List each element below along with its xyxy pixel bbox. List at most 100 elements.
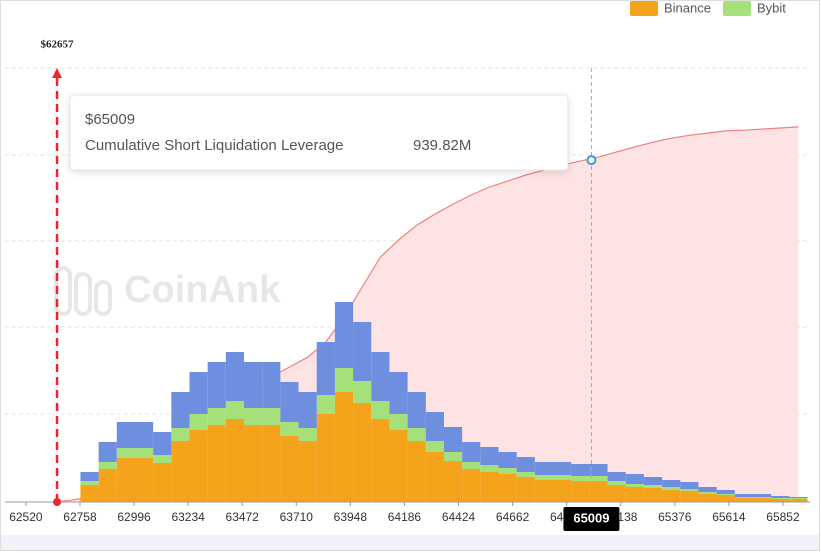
bar-segment: [607, 481, 626, 485]
bar-segment: [98, 442, 117, 462]
bar-segment: [553, 480, 572, 502]
bar-segment: [153, 432, 172, 455]
bar-segment: [80, 472, 99, 481]
legend-swatch: [630, 1, 658, 16]
crosshair-label: 65009: [573, 510, 609, 525]
bar-segment: [571, 464, 590, 476]
bar-segment: [389, 430, 408, 502]
bar-segment: [462, 469, 481, 502]
bar-segment: [189, 414, 208, 430]
bar-segment: [662, 487, 681, 490]
x-tick-label: 64662: [496, 510, 530, 524]
x-tick-label: 64186: [388, 510, 422, 524]
tooltip-value: 939.82M: [413, 137, 471, 154]
current-price-label: $62657: [41, 39, 75, 51]
x-tick-label: 63710: [280, 510, 314, 524]
bar-segment: [625, 484, 644, 487]
bar-segment: [553, 475, 572, 480]
overlay: 62520 62758 62996 63234 63472 63710 63948 64186…: [9, 0, 800, 531]
legend-label: Bybit: [757, 0, 786, 15]
bar-segment: [80, 485, 99, 502]
tooltip-title: $65009: [85, 111, 135, 128]
bar-segment: [153, 463, 172, 502]
bar-segment: [134, 458, 154, 502]
bar-segment: [98, 469, 117, 502]
bar-segment: [262, 362, 281, 408]
watermark: CoinAnk: [54, 266, 281, 316]
bar-segment: [698, 494, 717, 502]
bar-segment: [207, 408, 226, 425]
bar-segment: [425, 452, 444, 502]
x-tick-label: 65376: [658, 510, 692, 524]
tooltip-point: [586, 155, 597, 166]
bar-segment: [334, 368, 354, 392]
bar-segment: [244, 408, 263, 425]
x-tick-label: 62758: [63, 510, 97, 524]
x-tick-label: 65614: [712, 510, 746, 524]
bar-segment: [171, 428, 190, 441]
bar-segment: [716, 494, 735, 495]
bar-segment: [553, 462, 572, 475]
bar-segment: [189, 430, 208, 502]
bar-segment: [316, 395, 335, 414]
bar-segment: [498, 474, 517, 502]
bar-segment: [280, 436, 299, 502]
bar-segment: [280, 382, 299, 422]
bar-segment: [298, 441, 317, 502]
legend-swatch: [722, 1, 751, 16]
bar-segment: [680, 491, 699, 502]
tooltip-box: [69, 94, 569, 171]
bar-segment: [425, 412, 444, 441]
bar-segment: [698, 487, 717, 492]
bar-segment: [516, 477, 535, 502]
bar-segment: [752, 498, 772, 502]
x-tick-label: 63472: [226, 510, 260, 524]
bar-segment: [353, 322, 372, 381]
bar-segment: [262, 408, 281, 425]
x-tick-label: 64424: [442, 510, 476, 524]
x-tick-label: 63948: [334, 510, 368, 524]
plot: [5, 126, 810, 503]
x-tick-label: 65852: [766, 510, 800, 524]
bar-segment: [134, 448, 154, 458]
bar-segment: [789, 499, 808, 502]
bar-segment: [262, 425, 281, 502]
bar-segment: [789, 498, 808, 499]
bar-segment: [643, 477, 663, 485]
bar-segment: [662, 490, 681, 502]
bar-segment: [353, 381, 372, 403]
bar-segment: [298, 428, 317, 441]
bar-segment: [789, 497, 808, 498]
bar-segment: [680, 489, 699, 491]
bar-segment: [316, 342, 335, 395]
crosshair-label-box: [563, 507, 620, 531]
bar-segment: [407, 392, 426, 428]
bar-segment: [171, 441, 190, 502]
bar-segment: [771, 498, 790, 499]
bar-segment: [116, 448, 135, 458]
bar-segment: [334, 392, 354, 502]
x-tick-label: 62996: [117, 510, 151, 524]
bar-segment: [571, 481, 590, 502]
legend-label: Binance: [664, 0, 711, 15]
bar-segment: [280, 422, 299, 436]
bar-segment: [698, 492, 717, 494]
current-price-arrow: [52, 68, 63, 78]
bar-segment: [680, 482, 699, 489]
bar-segment: [734, 498, 753, 502]
bar-segment: [134, 422, 154, 448]
bar-segment: [389, 414, 408, 430]
tooltip-series-name: Cumulative Short Liquidation Leverage: [85, 137, 344, 154]
bar-segment: [462, 442, 481, 462]
bar-segment: [225, 419, 245, 502]
bar-segment: [534, 462, 554, 475]
bar-segment: [244, 362, 263, 408]
bar-segment: [662, 480, 681, 487]
bar-segment: [225, 352, 245, 401]
bar-segment: [734, 494, 753, 497]
bar-segment: [716, 490, 735, 494]
bar-segment: [334, 302, 354, 368]
bar-segment: [480, 472, 499, 502]
